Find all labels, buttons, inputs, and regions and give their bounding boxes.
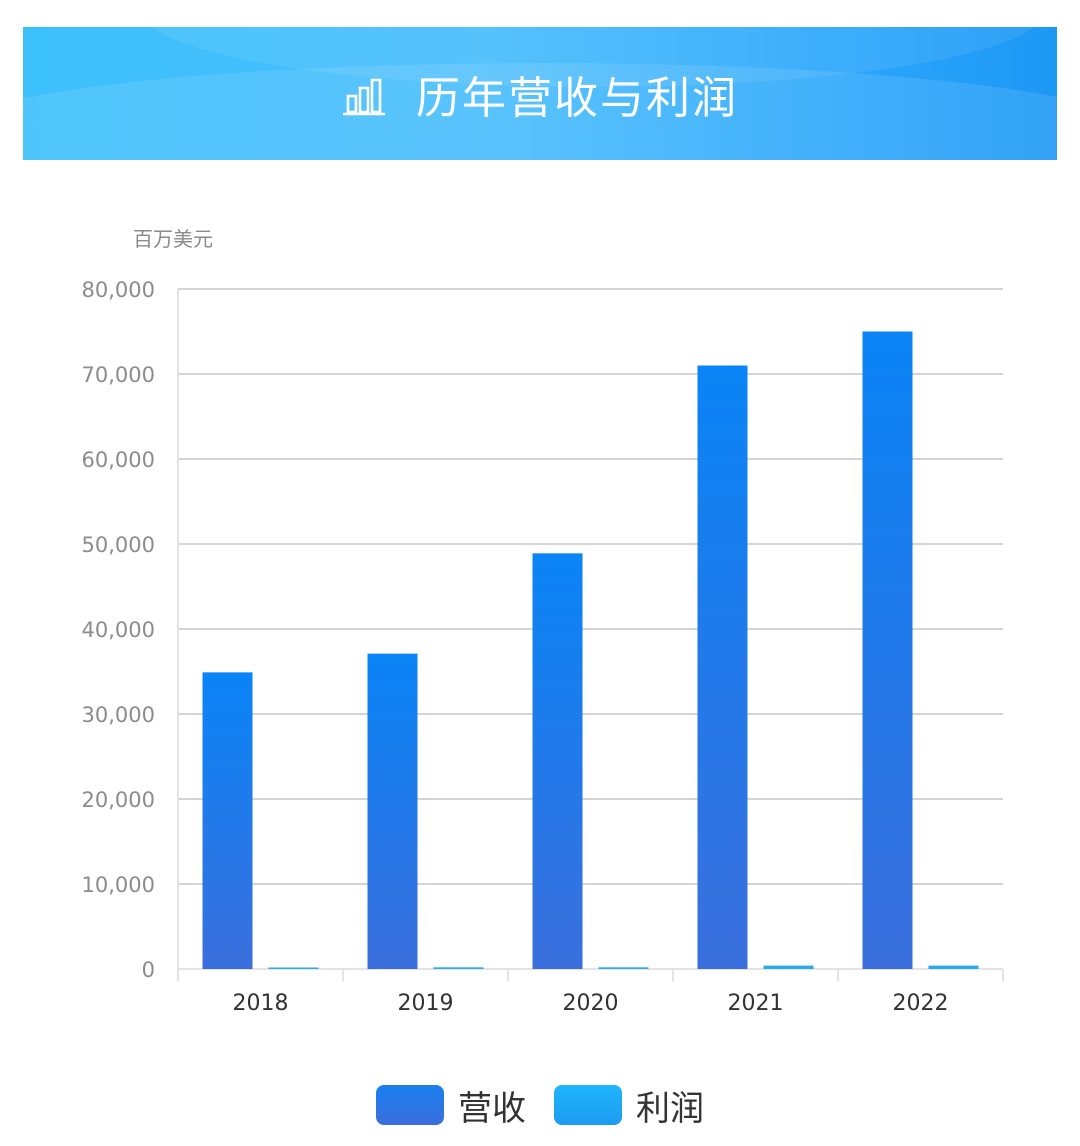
chart-legend: 营收 利润 — [0, 1080, 1080, 1130]
y-tick-label: 40,000 — [82, 618, 155, 642]
chart-title-banner: 历年营收与利润 — [23, 27, 1057, 160]
y-tick-label: 70,000 — [82, 363, 155, 387]
bar-revenue-2021 — [697, 365, 748, 969]
x-tick-label: 2021 — [728, 991, 784, 1016]
y-tick-label: 50,000 — [82, 533, 155, 557]
bar-revenue-2022 — [862, 331, 913, 969]
legend-swatch-revenue — [376, 1085, 444, 1125]
bar-revenue-2019 — [367, 653, 418, 969]
x-tick-label: 2022 — [893, 991, 949, 1016]
bar-profit-2018 — [268, 967, 319, 969]
legend-label-profit: 利润 — [636, 1088, 704, 1129]
legend-label-revenue: 营收 — [458, 1088, 526, 1129]
x-tick-label: 2018 — [233, 991, 289, 1016]
y-tick-label: 30,000 — [82, 703, 155, 727]
bar-chart-icon — [343, 78, 385, 115]
banner-wave — [23, 63, 1057, 160]
x-tick-label: 2020 — [563, 991, 619, 1016]
y-tick-label: 60,000 — [82, 448, 155, 472]
bar-profit-2019 — [433, 967, 484, 969]
y-tick-label: 80,000 — [82, 278, 155, 302]
bar-profit-2020 — [598, 967, 649, 969]
chart-title: 历年营收与利润 — [416, 72, 738, 124]
y-axis-unit-label: 百万美元 — [133, 227, 213, 251]
y-tick-label: 10,000 — [82, 873, 155, 897]
y-tick-label: 20,000 — [82, 788, 155, 812]
x-tick-label: 2019 — [398, 991, 454, 1016]
legend-item-profit: 利润 — [554, 1081, 704, 1130]
legend-swatch-profit — [554, 1085, 622, 1125]
bar-revenue-2020 — [532, 553, 583, 969]
bar-profit-2021 — [763, 965, 814, 969]
bar-chart: 0 10,000 20,000 30,000 40,000 50,000 60,000 70,… — [82, 278, 1004, 1016]
y-tick-label: 0 — [142, 958, 155, 982]
legend-item-revenue: 营收 — [376, 1081, 526, 1130]
bar-revenue-2018 — [202, 672, 253, 969]
bar-profit-2022 — [928, 965, 979, 969]
